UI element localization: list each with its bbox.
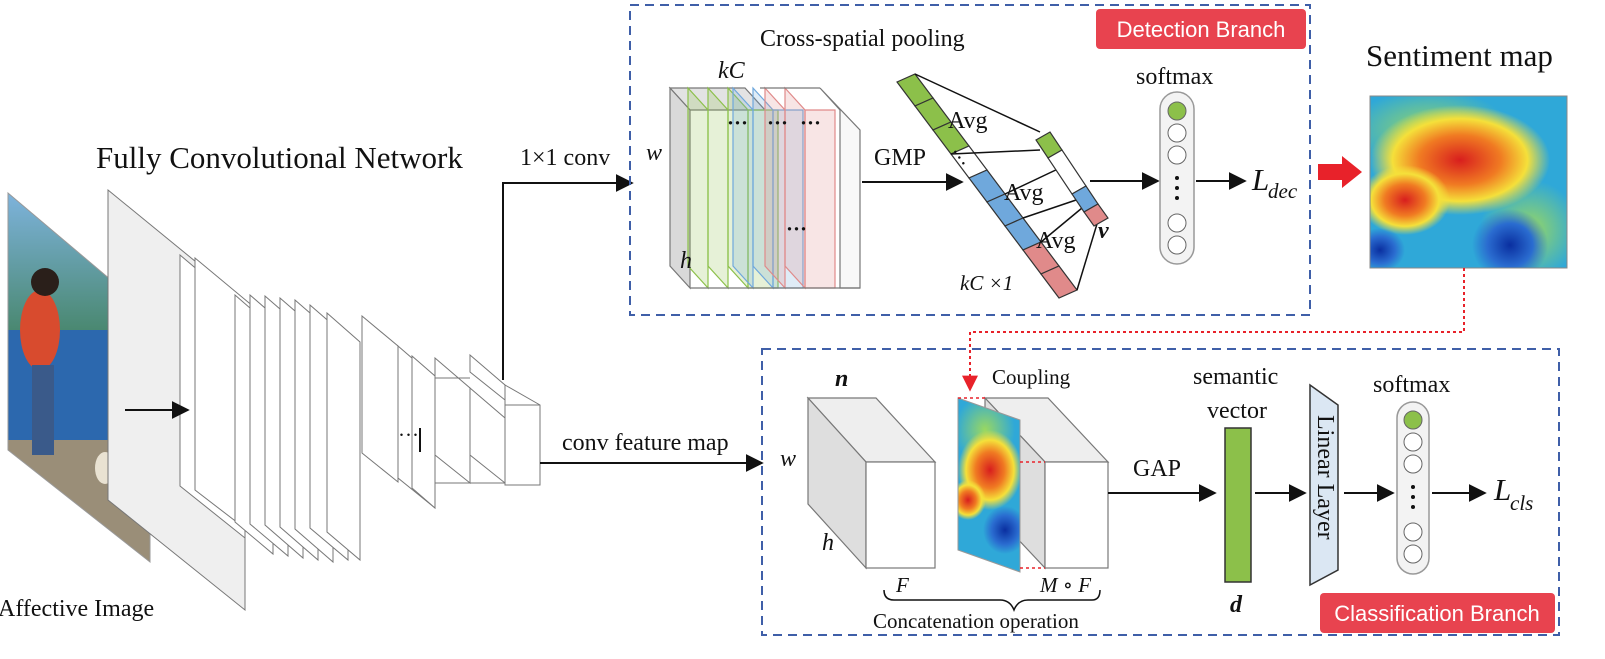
slab-dots-3: ··· (800, 111, 821, 135)
fcn-title: Fully Convolutional Network (96, 140, 463, 175)
fcn-dots: ··· (398, 423, 419, 447)
h-label-bottom: h (822, 530, 834, 556)
l-cls-sub: cls (1510, 491, 1533, 515)
concatenation-brace (883, 589, 1101, 613)
neuron-column-icon (1159, 91, 1195, 265)
v-vector (1035, 131, 1109, 227)
slab-dots-1: ··· (727, 111, 748, 135)
vector-label: vector (1207, 398, 1267, 424)
w-label-top: w (646, 140, 662, 166)
classification-branch-label: Classification Branch (1334, 601, 1539, 626)
conv-1x1-label: 1×1 conv (520, 145, 610, 171)
classification-branch-box (761, 348, 1560, 636)
conv-feature-map-label: conv feature map (562, 430, 729, 456)
avg-lines (914, 73, 1101, 291)
fcn-edges (435, 377, 540, 484)
semantic-vector-d (1224, 427, 1252, 583)
detection-branch-badge (1096, 9, 1306, 49)
l-dec-sub: dec (1268, 179, 1298, 203)
semantic-label: semantic (1193, 364, 1278, 390)
sentiment-map-title: Sentiment map (1366, 38, 1553, 73)
fcn-layer-stack (107, 188, 541, 612)
coupling-heatmap-image (957, 397, 1021, 573)
detection-branch-label: Detection Branch (1117, 17, 1286, 42)
softmax-top-label: softmax (1136, 64, 1213, 90)
l-dec-main: L (1251, 162, 1269, 197)
feature-box-f (806, 396, 937, 570)
l-cls-main: L (1493, 472, 1511, 507)
cross-spatial-pooling-label: Cross-spatial pooling (760, 26, 965, 52)
kc1-label: kC ×1 (960, 271, 1013, 295)
v-label: v (1098, 218, 1109, 244)
gmp-label: GMP (874, 145, 926, 171)
avg-label-2: Avg (1004, 180, 1044, 206)
w-label-bottom: w (780, 446, 796, 472)
to-sentiment-map-arrow (1318, 156, 1362, 188)
slab-dots-2: ··· (767, 111, 788, 135)
conv-1x1-arrow (502, 174, 634, 380)
sentiment-heatmap-image (1369, 95, 1568, 269)
h-label-top: h (680, 248, 692, 274)
n-label: n (835, 366, 848, 392)
sentiment-coupling-connector (962, 268, 1465, 392)
linear-layer-label: Linear Layer (1312, 415, 1338, 540)
d-label: d (1230, 592, 1243, 618)
f-label: F (895, 573, 909, 597)
avg-label-1: Avg (948, 108, 988, 134)
linear-layer (1309, 383, 1339, 587)
coupling-label: Coupling (992, 365, 1071, 389)
neuron-column-icon (1396, 401, 1430, 575)
softmax-bottom-label: softmax (1373, 372, 1450, 398)
slab-dots-4: ··· (786, 217, 807, 241)
m-f-label: M ∘ F (1039, 573, 1091, 597)
kc-feature-slabs (668, 86, 861, 290)
gap-label: GAP (1133, 456, 1181, 482)
concatenation-label: Concatenation operation (873, 609, 1079, 633)
kc-label: kC (718, 58, 746, 84)
affective-image-label: Affective Image (0, 596, 154, 622)
coupling-red-edges (958, 397, 1045, 569)
classification-branch-badge (1320, 593, 1555, 633)
avg-label-3: Avg (1036, 228, 1076, 254)
